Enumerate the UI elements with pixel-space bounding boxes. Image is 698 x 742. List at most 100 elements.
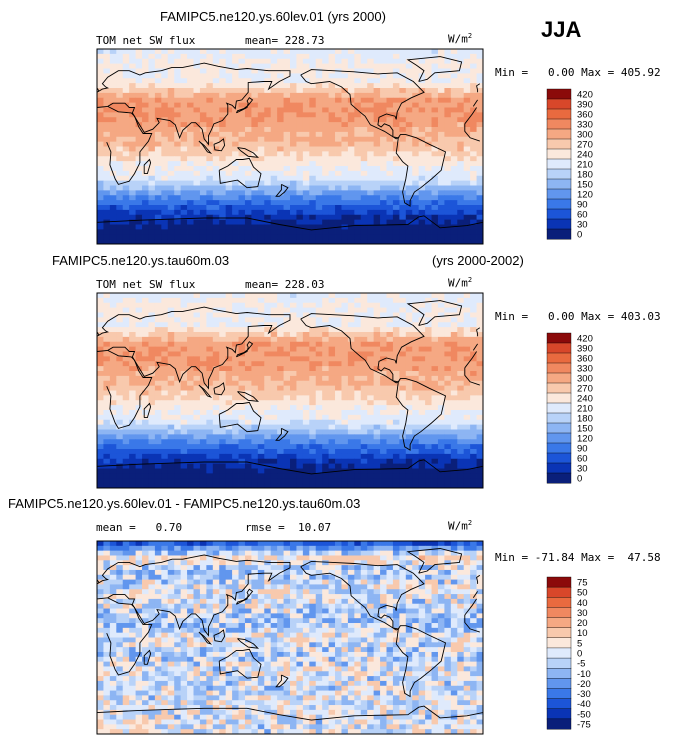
map-cell (174, 371, 182, 377)
map-cell (199, 419, 207, 426)
map-cell (373, 209, 381, 216)
map-cell (142, 151, 149, 157)
map-cell (129, 219, 136, 225)
map-cell (399, 293, 407, 299)
map-cell (302, 49, 310, 55)
map-cell (109, 410, 117, 416)
map-cell (296, 385, 304, 391)
map-cell (154, 317, 162, 323)
map-cell (302, 322, 310, 328)
map-cell (122, 200, 130, 206)
map-cell (399, 449, 407, 455)
colorbar-tick-label: 270 (577, 384, 593, 395)
map-cell (425, 117, 432, 123)
map-cell (457, 293, 465, 299)
map-cell (405, 473, 413, 479)
map-cell (270, 473, 278, 479)
map-cell (476, 390, 484, 396)
panel-2-minmax: Min = 0.00 Max = 403.03 (495, 310, 661, 323)
map-cell (328, 371, 336, 377)
map-cell (277, 405, 284, 411)
map-cell (232, 63, 239, 69)
map-cell (199, 371, 207, 377)
map-cell (354, 293, 362, 299)
map-cell (328, 400, 336, 406)
map-cell (315, 410, 323, 416)
map-cell (386, 293, 394, 299)
map-cell (309, 239, 317, 245)
map-cell (315, 390, 323, 396)
map-cell (142, 444, 149, 450)
map-cell (122, 161, 130, 167)
map-cell (174, 424, 182, 430)
map-cell (225, 405, 233, 411)
map-cell (264, 107, 272, 113)
map-cell (232, 463, 239, 469)
map-cell (302, 209, 310, 216)
map-cell (206, 332, 214, 338)
map-cell (206, 141, 214, 147)
map-cell (103, 224, 111, 230)
map-cell (167, 200, 175, 206)
map-cell (296, 419, 304, 426)
map-cell (399, 307, 407, 313)
map-cell (97, 356, 104, 362)
map-cell (315, 463, 323, 469)
map-cell (322, 136, 329, 143)
map-cell (257, 375, 265, 382)
map-cell (425, 68, 432, 74)
map-cell (109, 478, 117, 484)
map-cell (187, 180, 194, 186)
map-cell (122, 214, 130, 221)
map-cell (412, 478, 420, 484)
map-cell (225, 219, 233, 225)
colorbar-tick-label: 300 (577, 374, 593, 385)
map-cell (116, 380, 124, 387)
map-cell (251, 483, 259, 489)
map-cell (212, 478, 220, 484)
map-cell (180, 366, 188, 372)
map-cell (212, 136, 220, 143)
map-cell (283, 97, 291, 104)
map-cell (180, 356, 188, 362)
map-cell (425, 434, 432, 440)
map-cell (315, 239, 323, 245)
map-cell (296, 209, 304, 216)
map-cell (450, 302, 458, 309)
map-cell (238, 463, 246, 469)
map-cell (161, 541, 169, 547)
map-cell (322, 297, 329, 304)
map-cell (161, 141, 169, 147)
map-cell (347, 351, 355, 357)
map-cell (347, 136, 355, 143)
map-cell (251, 463, 259, 469)
map-cell (264, 439, 272, 445)
map-cell (225, 302, 233, 309)
map-cell (360, 185, 368, 191)
map-cell (212, 112, 220, 118)
map-cell (335, 131, 342, 138)
map-cell (328, 166, 336, 172)
map-cell (399, 332, 407, 338)
map-cell (470, 107, 477, 113)
map-cell (225, 463, 233, 469)
map-cell (122, 366, 130, 372)
map-cell (206, 205, 214, 211)
map-cell (296, 405, 304, 411)
map-cell (129, 190, 136, 196)
map-cell (335, 307, 342, 313)
map-cell (290, 58, 297, 65)
map-cell (405, 375, 413, 382)
map-cell (161, 205, 169, 211)
map-cell (322, 366, 329, 372)
map-cell (103, 307, 111, 313)
map-cell (154, 380, 162, 387)
map-cell (309, 234, 317, 240)
map-cell (367, 239, 375, 245)
map-cell (174, 483, 182, 489)
map-cell (238, 219, 246, 225)
map-cell (367, 410, 375, 416)
map-cell (425, 219, 432, 225)
map-cell (290, 146, 297, 152)
map-cell (392, 117, 400, 123)
